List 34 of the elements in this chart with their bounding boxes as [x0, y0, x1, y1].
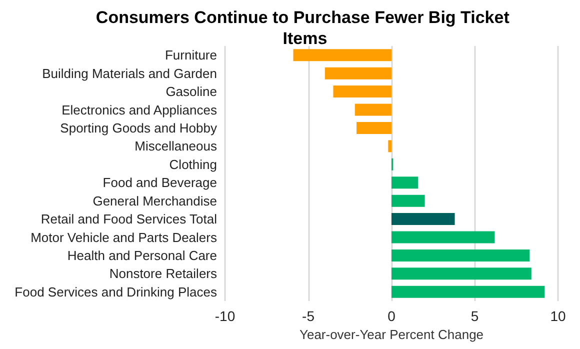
x-tick-label: -5 [302, 308, 315, 324]
y-tick-label: Electronics and Appliances [62, 102, 218, 118]
y-tick-label: Nonstore Retailers [109, 266, 218, 282]
bar [392, 231, 495, 244]
x-tick-label: 5 [470, 308, 479, 324]
y-tick-label: Retail and Food Services Total [40, 212, 218, 227]
bar [333, 86, 392, 98]
y-tick-label: Building Materials and Garden [42, 66, 217, 81]
y-tick-label: General Merchandise [92, 193, 217, 208]
bar [356, 122, 392, 134]
y-tick-label: Sporting Goods and Hobby [60, 120, 218, 136]
bar [392, 286, 545, 298]
y-tick-label: Food Services and Drinking Places [14, 284, 218, 300]
x-axis-title: Year-over-Year Percent Change [299, 326, 484, 342]
y-tick-label: Furniture [164, 48, 217, 63]
bar [392, 249, 530, 262]
y-tick-label: Miscellaneous [134, 138, 218, 154]
bar [392, 176, 418, 189]
y-tick-label: Health and Personal Care [67, 248, 217, 263]
y-tick-label: Food and Beverage [102, 175, 217, 190]
x-tick-label: 0 [388, 308, 396, 324]
bar [392, 194, 425, 207]
y-tick-label: Motor Vehicle and Parts Dealers [30, 230, 218, 245]
x-tick-label: -10 [214, 308, 236, 324]
bar [354, 104, 392, 116]
y-tick-label: Clothing [169, 156, 217, 172]
x-tick-label: 10 [550, 308, 566, 324]
chart-title: Consumers Continue to Purchase Fewer Big Ticket Items [96, 8, 514, 48]
bar [388, 140, 392, 152]
bar [392, 213, 455, 226]
bar [392, 268, 532, 280]
bar [324, 67, 392, 80]
y-tick-label: Gasoline [166, 84, 217, 100]
bar [293, 49, 392, 62]
